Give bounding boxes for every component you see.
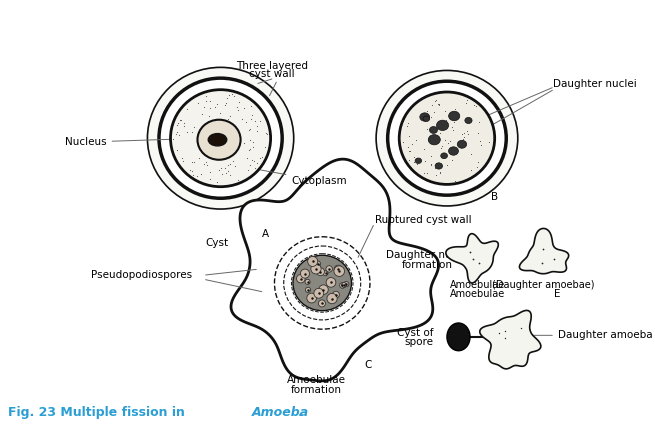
Ellipse shape — [333, 291, 339, 298]
Ellipse shape — [447, 323, 470, 351]
Ellipse shape — [341, 282, 346, 288]
Ellipse shape — [435, 163, 443, 169]
Ellipse shape — [293, 255, 352, 311]
Text: Daughter amoeba: Daughter amoeba — [533, 330, 652, 340]
Ellipse shape — [305, 279, 310, 284]
Polygon shape — [231, 159, 439, 381]
Ellipse shape — [326, 266, 332, 272]
Ellipse shape — [318, 300, 326, 307]
Ellipse shape — [340, 283, 345, 288]
Ellipse shape — [323, 271, 328, 276]
Ellipse shape — [327, 294, 337, 304]
Ellipse shape — [334, 266, 345, 276]
Ellipse shape — [334, 265, 342, 273]
Text: Amoebulae: Amoebulae — [286, 375, 346, 385]
Polygon shape — [479, 310, 541, 369]
Ellipse shape — [208, 133, 227, 146]
Ellipse shape — [428, 135, 440, 145]
Text: (Daughter amoebae): (Daughter amoebae) — [492, 280, 595, 290]
Ellipse shape — [449, 147, 458, 155]
Ellipse shape — [297, 275, 305, 283]
Ellipse shape — [423, 116, 430, 122]
Ellipse shape — [197, 120, 240, 160]
Text: formation: formation — [402, 260, 453, 270]
Text: E: E — [554, 289, 560, 299]
Text: Amoebulae: Amoebulae — [450, 280, 506, 290]
Ellipse shape — [430, 126, 438, 133]
Text: Cyst: Cyst — [205, 238, 229, 248]
Ellipse shape — [326, 278, 336, 287]
Ellipse shape — [159, 78, 282, 198]
Ellipse shape — [436, 120, 449, 130]
Text: Amoebulae: Amoebulae — [450, 289, 506, 299]
Ellipse shape — [147, 68, 293, 209]
Ellipse shape — [311, 264, 321, 274]
Ellipse shape — [305, 287, 310, 292]
Ellipse shape — [319, 285, 328, 294]
Text: Three layered: Three layered — [236, 61, 308, 71]
Ellipse shape — [441, 153, 447, 158]
Text: Cytoplasm: Cytoplasm — [258, 169, 347, 186]
Text: Nucleus: Nucleus — [65, 137, 202, 147]
Text: C: C — [365, 360, 372, 370]
Text: .: . — [298, 406, 303, 419]
Text: Cyst of: Cyst of — [398, 328, 434, 338]
Text: A: A — [261, 229, 269, 239]
Text: Pseudopodiospores: Pseudopodiospores — [91, 270, 193, 280]
Text: Amoeba: Amoeba — [252, 406, 309, 419]
Ellipse shape — [170, 90, 271, 187]
Text: Ruptured cyst wall: Ruptured cyst wall — [375, 215, 471, 225]
Ellipse shape — [315, 261, 320, 266]
Polygon shape — [519, 229, 569, 274]
Ellipse shape — [465, 117, 472, 123]
Ellipse shape — [420, 113, 430, 121]
Ellipse shape — [415, 158, 422, 164]
Text: Fig. 23 Multiple fission in: Fig. 23 Multiple fission in — [8, 406, 189, 419]
Ellipse shape — [457, 140, 466, 148]
Ellipse shape — [307, 293, 316, 303]
Ellipse shape — [314, 288, 324, 298]
Polygon shape — [446, 234, 498, 283]
Text: cyst wall: cyst wall — [250, 68, 295, 78]
Text: spore: spore — [405, 337, 434, 347]
Text: B: B — [491, 192, 498, 202]
Ellipse shape — [308, 256, 318, 266]
Text: Daughter nuclei: Daughter nuclei — [386, 250, 470, 260]
Ellipse shape — [449, 111, 460, 121]
Ellipse shape — [376, 71, 518, 206]
Text: Daughter nuclei: Daughter nuclei — [553, 79, 637, 89]
Ellipse shape — [388, 81, 506, 195]
Ellipse shape — [399, 92, 495, 184]
Text: formation: formation — [291, 385, 341, 395]
Ellipse shape — [301, 269, 309, 278]
Ellipse shape — [344, 281, 349, 287]
Ellipse shape — [316, 268, 324, 276]
